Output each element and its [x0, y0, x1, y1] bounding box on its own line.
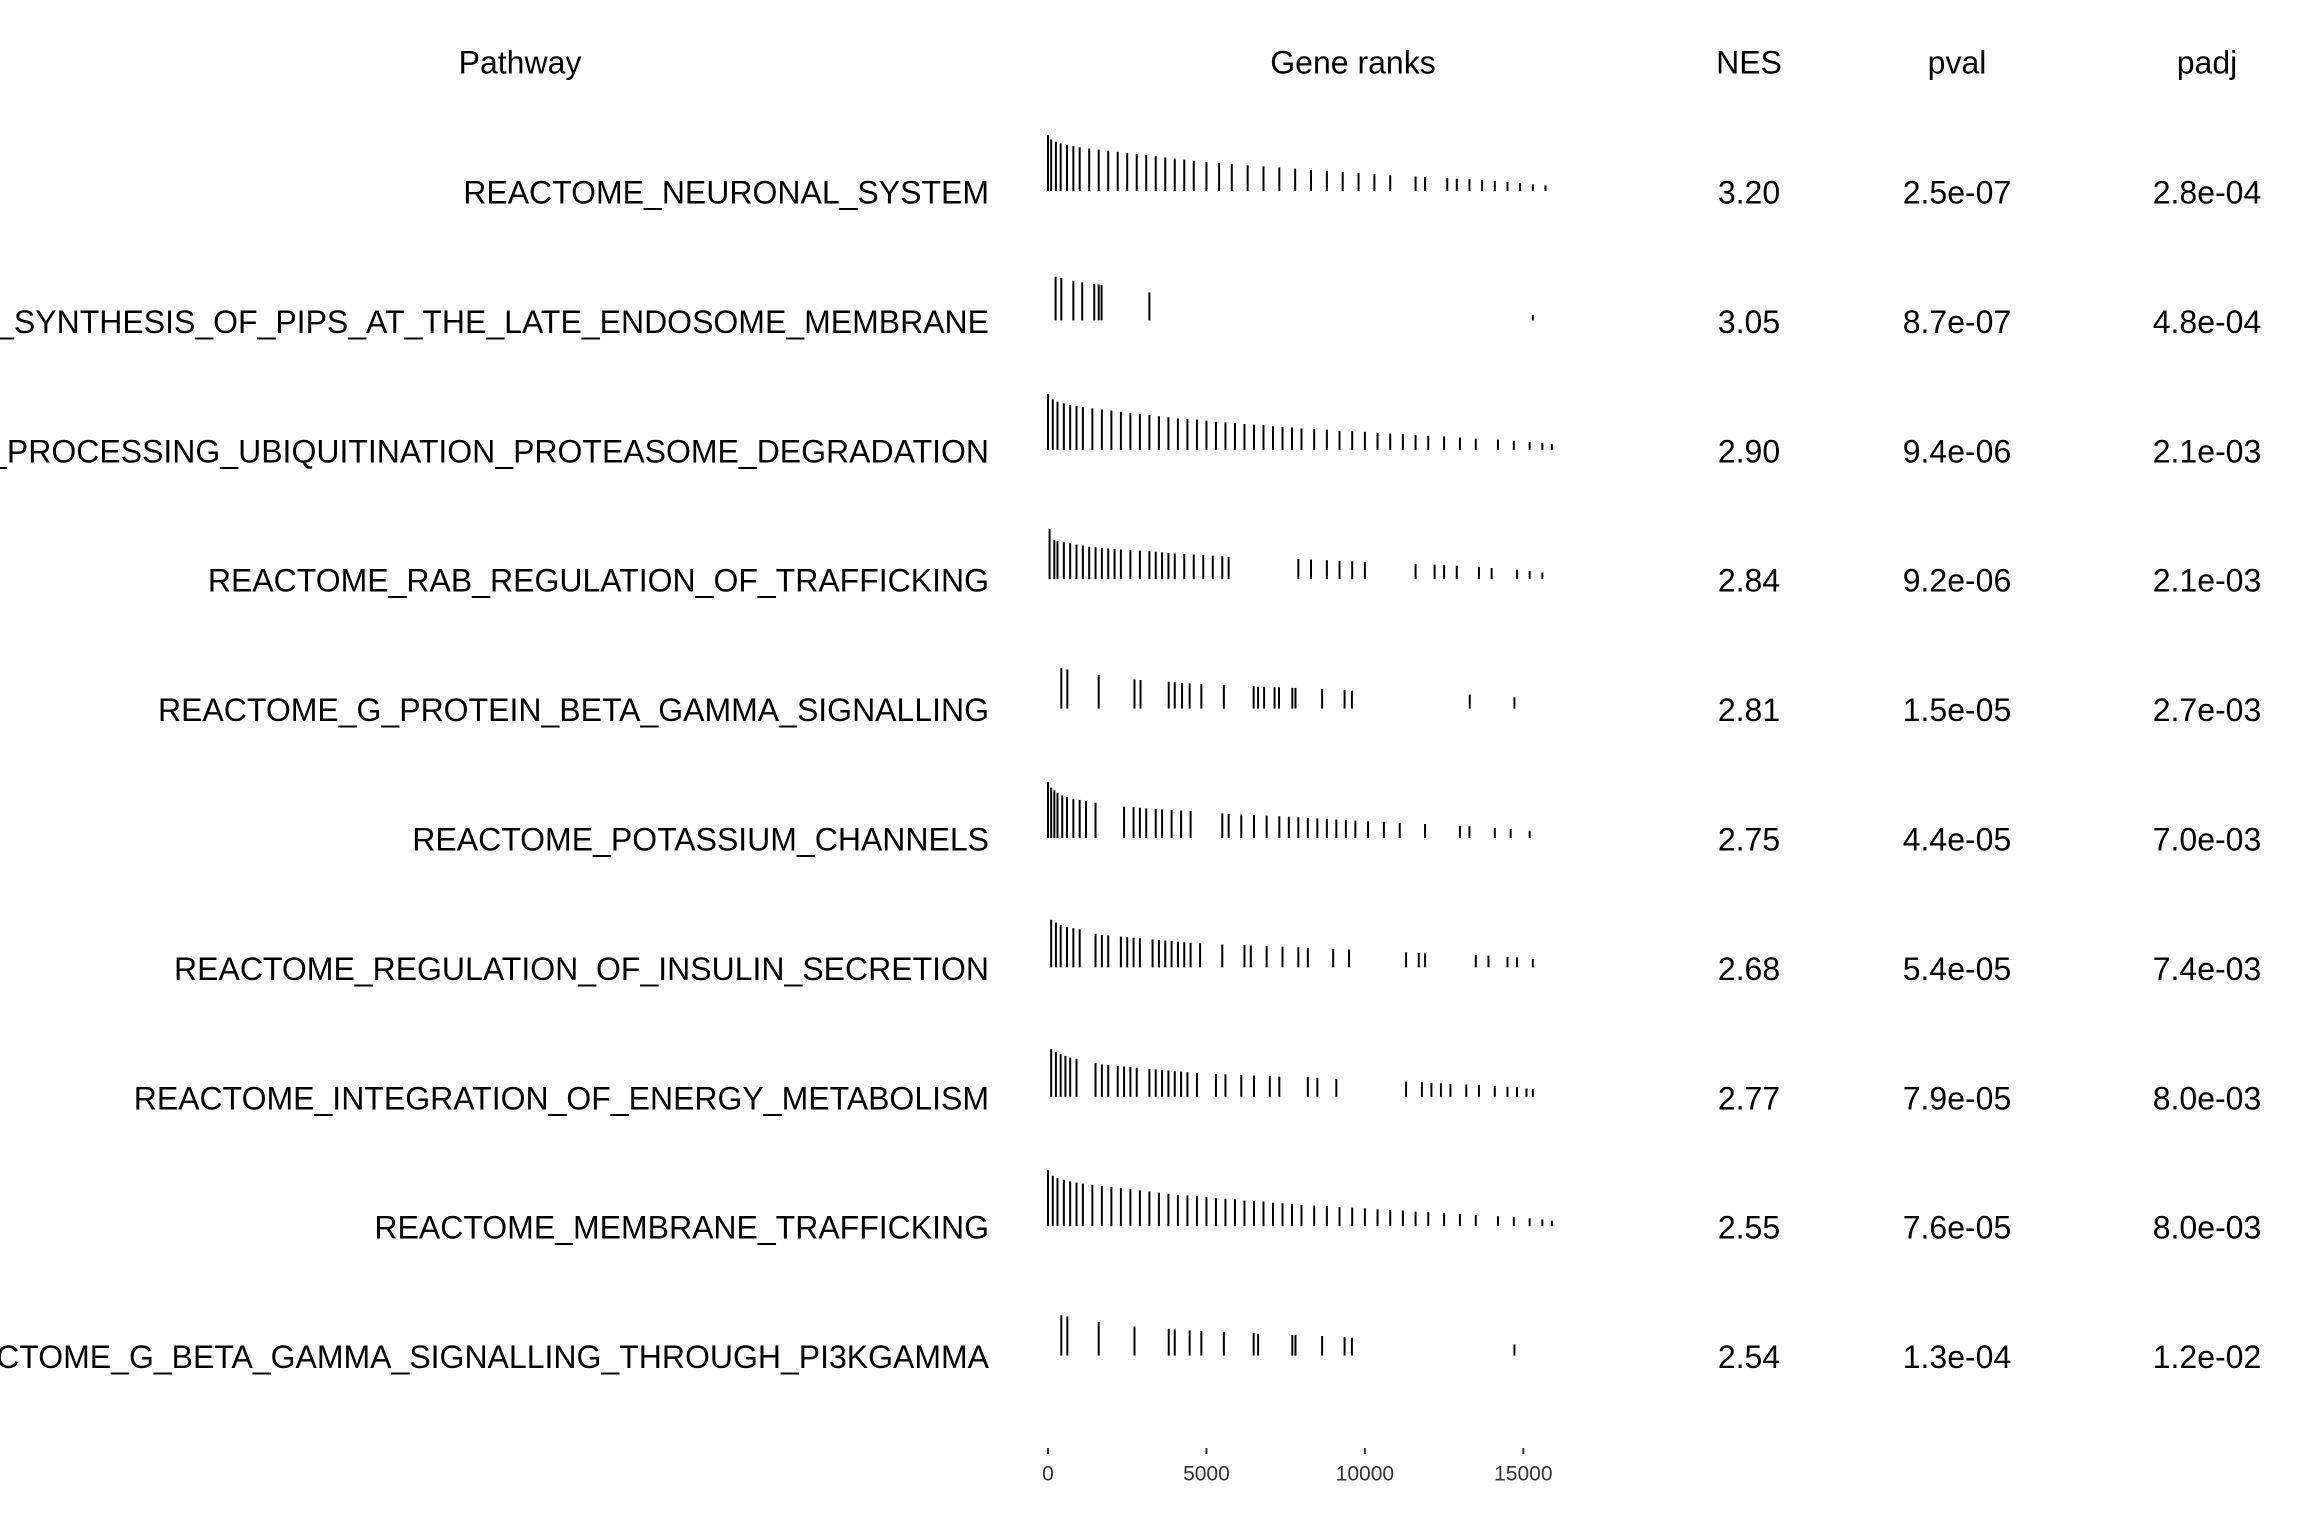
nes-value: 2.84 — [1718, 563, 1780, 599]
padj-value: 2.7e-03 — [2153, 692, 2262, 728]
padj-value: 8.0e-03 — [2153, 1080, 2262, 1116]
nes-value: 3.05 — [1718, 304, 1780, 340]
pval-value: 2.5e-07 — [1903, 174, 2012, 210]
pval-value: 5.4e-05 — [1903, 951, 2012, 987]
pval-value: 7.6e-05 — [1903, 1210, 2012, 1246]
column-header: NES — [1716, 44, 1782, 80]
pval-value: 8.7e-07 — [1903, 304, 2012, 340]
pval-value: 1.3e-04 — [1903, 1339, 2012, 1375]
padj-value: 2.8e-04 — [2153, 174, 2262, 210]
nes-value: 3.20 — [1718, 174, 1780, 210]
padj-value: 1.2e-02 — [2153, 1339, 2262, 1375]
nes-value: 2.81 — [1718, 692, 1780, 728]
pval-value: 7.9e-05 — [1903, 1080, 2012, 1116]
pathway-name: REACTOME_REGULATION_OF_INSULIN_SECRETION — [174, 951, 989, 987]
pval-value: 9.2e-06 — [1903, 563, 2012, 599]
pval-value: 1.5e-05 — [1903, 692, 2012, 728]
nes-value: 2.77 — [1718, 1080, 1780, 1116]
column-header: Gene ranks — [1270, 44, 1435, 80]
pathway-name: REACTOME_POTASSIUM_CHANNELS — [412, 821, 989, 857]
nes-value: 2.54 — [1718, 1339, 1780, 1375]
column-header: padj — [2177, 44, 2238, 80]
padj-value: 7.4e-03 — [2153, 951, 2262, 987]
padj-value: 7.0e-03 — [2153, 821, 2262, 857]
nes-value: 2.68 — [1718, 951, 1780, 987]
pathway-name: REACTOME_G_PROTEIN_BETA_GAMMA_SIGNALLING — [158, 692, 989, 728]
nes-value: 2.90 — [1718, 433, 1780, 469]
x-tick-label: 0 — [1042, 1463, 1054, 1486]
nes-value: 2.75 — [1718, 821, 1780, 857]
x-tick-label: 5000 — [1183, 1463, 1230, 1486]
column-header: pval — [1928, 44, 1987, 80]
padj-value: 8.0e-03 — [2153, 1210, 2262, 1246]
pathway-name: REACTOME_MEMBRANE_TRAFFICKING — [374, 1210, 989, 1246]
padj-value: 4.8e-04 — [2153, 304, 2262, 340]
nes-value: 2.55 — [1718, 1210, 1780, 1246]
pathway-name: REACTOME_SYNTHESIS_OF_PIPS_AT_THE_LATE_E… — [0, 304, 989, 340]
pval-value: 9.4e-06 — [1903, 433, 2012, 469]
pathway-name: REACTOME_RAB_REGULATION_OF_TRAFFICKING — [208, 563, 989, 599]
pathway-name: REACTOME_G_BETA_GAMMA_SIGNALLING_THROUGH… — [0, 1339, 990, 1375]
x-tick-label: 10000 — [1336, 1463, 1394, 1486]
padj-value: 2.1e-03 — [2153, 563, 2262, 599]
column-header: Pathway — [459, 44, 582, 80]
pathway-name: REACTOME_INTEGRATION_OF_ENERGY_METABOLIS… — [134, 1080, 989, 1116]
pathway-name: REACTOME_NEURONAL_SYSTEM — [463, 174, 989, 210]
pval-value: 4.4e-05 — [1903, 821, 2012, 857]
padj-value: 2.1e-03 — [2153, 433, 2262, 469]
x-tick-label: 15000 — [1494, 1463, 1552, 1486]
pathway-name: REACTOME_ANTIGEN_PROCESSING_UBIQUITINATI… — [0, 433, 989, 469]
